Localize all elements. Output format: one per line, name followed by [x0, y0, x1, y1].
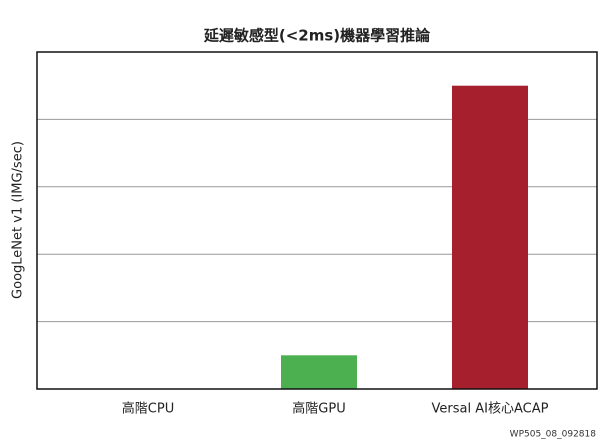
x-tick-label: 高階GPU [292, 401, 345, 417]
bar [281, 355, 357, 389]
plot-border [36, 51, 598, 390]
y-axis-label: GoogLeNet v1 (IMG/sec) [11, 141, 26, 299]
x-tick-label: Versal AI核心ACAP [432, 402, 549, 417]
x-tick-label: 高階CPU [122, 401, 174, 417]
bar [452, 85, 528, 389]
footnote: WP505_08_092818 [510, 430, 597, 440]
chart-title: 延遲敏感型(<2ms)機器學習推論 [203, 27, 431, 45]
